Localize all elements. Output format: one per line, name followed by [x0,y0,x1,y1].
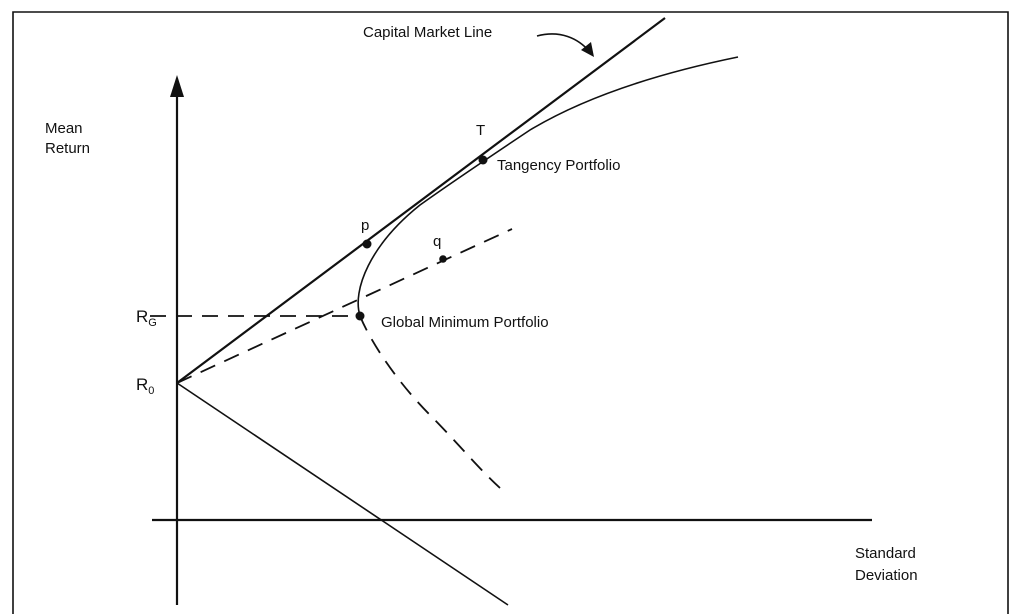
x-axis-label: Deviation [855,567,918,584]
point-q [439,255,447,263]
point-q-label: q [433,233,441,250]
global-minimum-point [355,311,365,321]
rg-base: R [136,307,148,326]
y-axis-arrow [170,75,184,97]
tangency-point [478,155,488,165]
capital-market-line [176,17,666,384]
r0-sub: 0 [148,385,154,397]
point-p-label: p [361,217,369,234]
y-axis-label: Return [45,140,90,157]
tangency-portfolio-label: Tangency Portfolio [497,157,620,174]
lower-line [176,382,509,606]
x-axis-label: Standard [855,545,916,562]
cml-label: Capital Market Line [363,24,492,41]
dashed-line-q [176,228,513,384]
inefficient-frontier [359,315,501,489]
tangency-point-label: T [476,122,485,139]
y-axis-label: Mean [45,120,83,137]
rg-label: RG [136,307,157,329]
rg-sub: G [148,317,157,329]
global-minimum-label: Global Minimum Portfolio [381,314,549,331]
point-p [362,239,372,249]
callout-arrowhead [581,42,594,57]
r0-base: R [136,375,148,394]
r0-label: R0 [136,375,154,397]
frame [12,11,1009,614]
efficient-frontier [357,56,739,317]
